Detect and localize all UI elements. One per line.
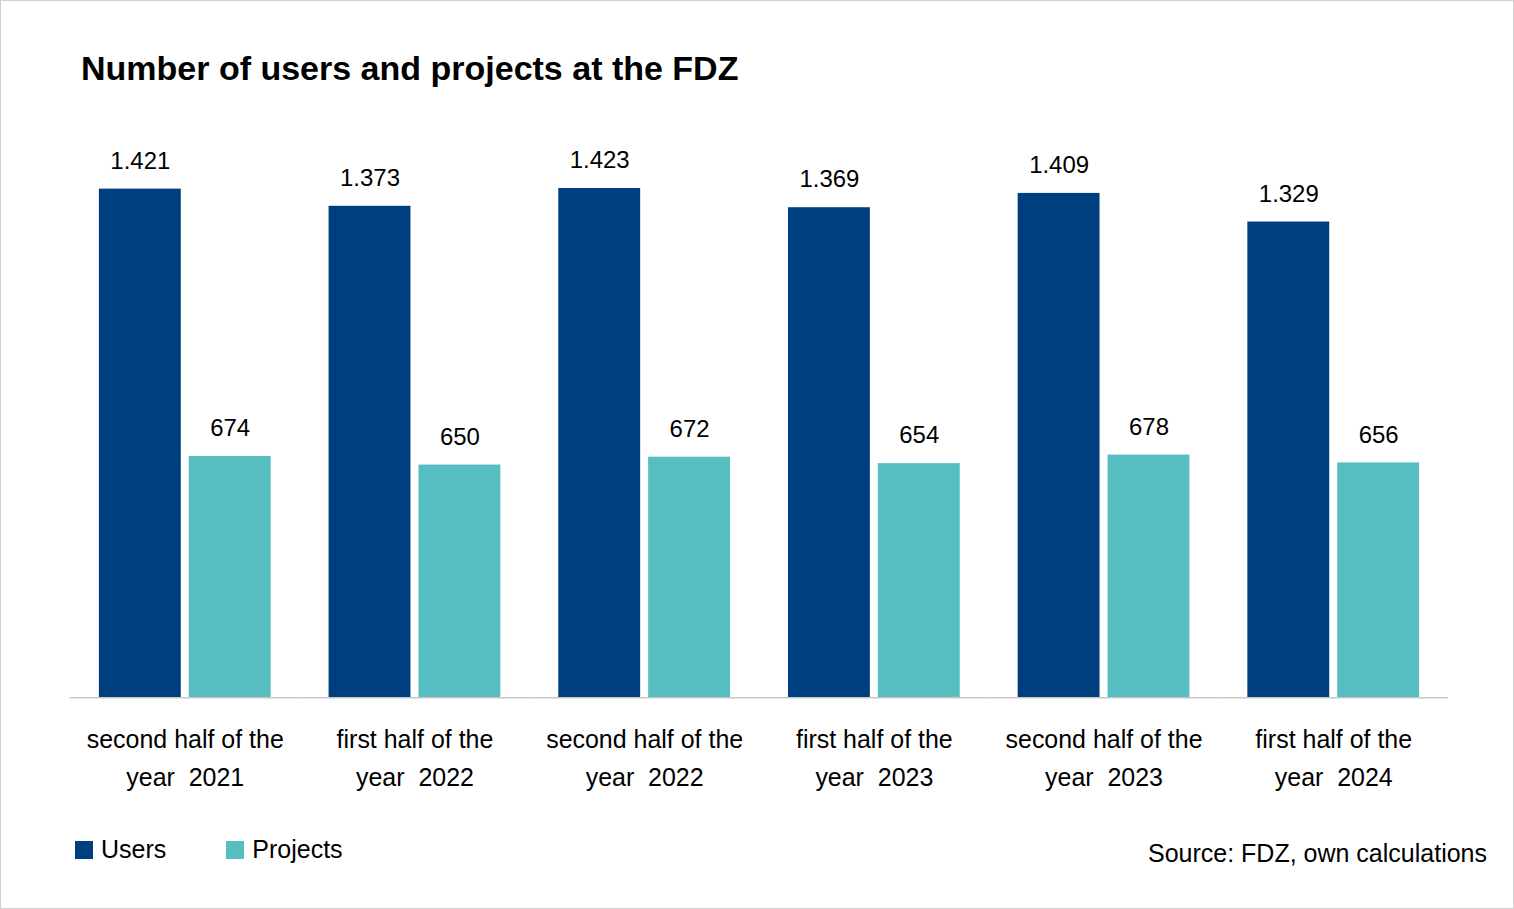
svg-text:1.373: 1.373	[340, 164, 400, 191]
svg-text:first half of theyear 2024: first half of theyear 2024	[1255, 725, 1412, 790]
svg-text:first half of theyear 2023: first half of theyear 2023	[796, 725, 953, 790]
svg-text:656: 656	[1359, 421, 1399, 448]
svg-text:1.421: 1.421	[110, 147, 170, 174]
svg-text:678: 678	[1129, 413, 1169, 440]
html-text:Source: FDZ, own calculations: Source: FDZ, own calculations	[1148, 839, 1487, 867]
svg-text:second half of theyear 2021: second half of theyear 2021	[87, 725, 284, 790]
svg-text:1.329: 1.329	[1259, 180, 1319, 207]
svg-text:second half of theyear 2023: second half of theyear 2023	[1006, 725, 1203, 790]
svg-text:1.409: 1.409	[1029, 151, 1089, 178]
svg-text:second half of theyear 2022: second half of theyear 2022	[546, 725, 743, 790]
svg-text:672: 672	[670, 415, 710, 442]
svg-text:1.369: 1.369	[799, 165, 859, 192]
svg-text:first half of theyear 2022: first half of theyear 2022	[337, 725, 494, 790]
svg-text:674: 674	[210, 414, 250, 441]
svg-text:654: 654	[899, 421, 939, 448]
svg-text:650: 650	[440, 423, 480, 450]
svg-text:1.423: 1.423	[570, 146, 630, 173]
html-text:Projects: Projects	[252, 835, 343, 863]
html-text:Number of users and projects a: Number of users and projects at the FDZ	[81, 49, 739, 87]
html-text:Users: Users	[101, 835, 167, 863]
